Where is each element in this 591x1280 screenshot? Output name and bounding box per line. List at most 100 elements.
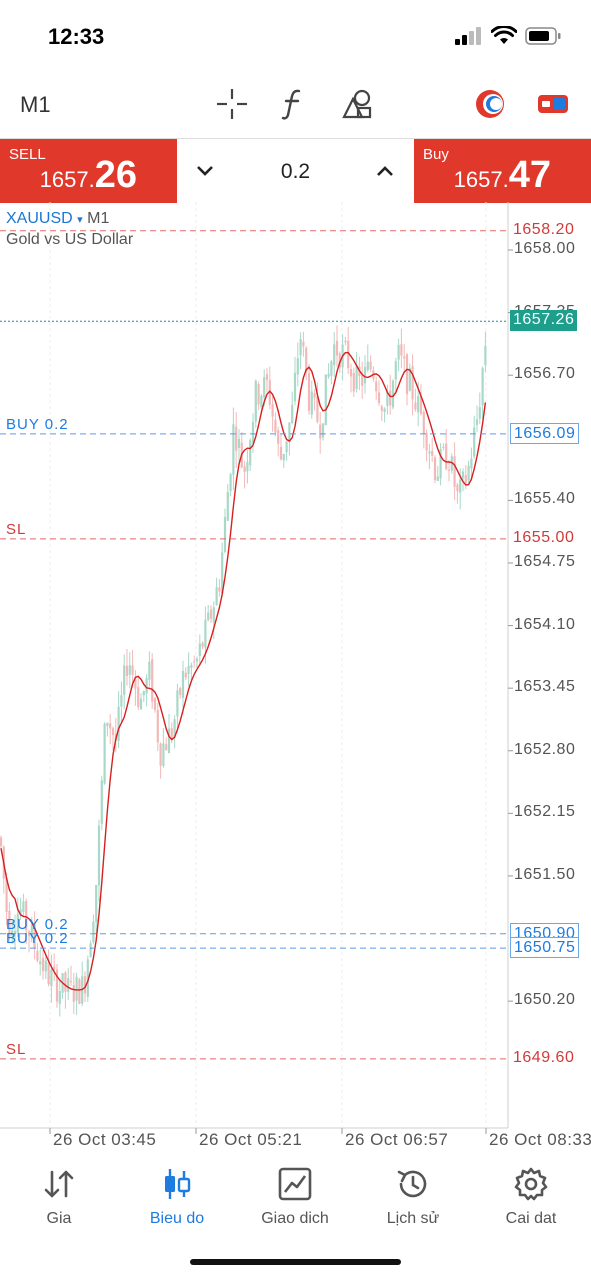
price-tick-label: 1654.10: [514, 615, 576, 633]
candle-bear: [274, 419, 277, 433]
nav-item-chart[interactable]: Bieu do: [118, 1162, 236, 1242]
candle-bull: [282, 453, 285, 461]
candle-bear: [156, 710, 159, 743]
candle-bear: [338, 353, 341, 368]
settings-icon: [514, 1167, 548, 1201]
candle-bull: [299, 339, 302, 356]
symbol-header[interactable]: XAUUSD ▾ M1: [6, 210, 110, 227]
candle-bull: [128, 665, 131, 675]
nav-item-history[interactable]: Lịch sử: [354, 1162, 472, 1242]
candle-bear: [265, 374, 269, 380]
candle-bear: [313, 393, 316, 398]
candle-bull: [120, 695, 123, 707]
buy-button[interactable]: Buy 1657.47: [414, 139, 591, 203]
candle-bull: [417, 395, 420, 413]
candle-bull: [394, 361, 397, 380]
candle-bull: [246, 461, 249, 472]
candle-bull: [442, 447, 445, 449]
candle-bull: [44, 960, 47, 972]
stop-loss-price-tag: 1649.60: [510, 1047, 578, 1069]
price-tick-label: 1655.40: [514, 490, 576, 508]
nav-item-settings[interactable]: Cai dat: [472, 1162, 590, 1242]
nav-item-trade[interactable]: Giao dich: [236, 1162, 354, 1242]
candle-bull: [11, 930, 14, 936]
candle-bull: [366, 361, 369, 371]
candle-bear: [170, 728, 173, 740]
candle-bull: [251, 421, 255, 444]
objects-icon[interactable]: [340, 86, 376, 122]
candle-bear: [453, 456, 456, 487]
status-bar: 12:33: [0, 0, 591, 72]
nav-label-history: Lịch sử: [386, 1210, 440, 1227]
candle-bull: [181, 670, 185, 698]
candle-bear: [78, 979, 81, 1004]
sell-button[interactable]: SELL 1657.26: [0, 139, 177, 203]
candle-bull: [260, 395, 263, 408]
candle-bull: [475, 419, 479, 425]
indicators-icon[interactable]: [276, 86, 312, 122]
candle-bull: [145, 678, 148, 694]
candle-bull: [428, 451, 431, 454]
candle-bull: [383, 408, 386, 413]
home-indicator: [190, 1259, 401, 1265]
candle-bear: [419, 395, 423, 414]
candle-bull: [103, 723, 106, 784]
wifi-icon: [491, 26, 517, 44]
candle-bear: [218, 587, 221, 592]
crosshair-icon[interactable]: [214, 86, 250, 122]
candle-bull: [67, 978, 70, 992]
candle-bull: [321, 423, 325, 438]
candle-bull: [176, 690, 179, 717]
price-tick-label: 1652.15: [514, 803, 576, 821]
candle-bull: [204, 619, 207, 648]
candle-bull: [86, 959, 89, 997]
candle-bull: [293, 372, 297, 402]
candle-bear: [36, 950, 39, 961]
candle-bear: [403, 356, 406, 359]
candle-bear: [305, 347, 308, 373]
volume-value[interactable]: 0.2: [280, 160, 311, 183]
candle-bull: [355, 365, 358, 389]
candle-bull: [333, 344, 336, 366]
buy-order-price-tag: 1656.09: [510, 422, 580, 444]
candle-bear: [464, 475, 467, 484]
candle-bull: [484, 345, 487, 365]
candle-bull: [296, 358, 299, 375]
buy-order-price-tag: 1650.75: [510, 937, 580, 959]
candle-bull: [436, 476, 439, 481]
candle-bull: [461, 471, 465, 479]
volume-decrease-button[interactable]: [191, 157, 219, 185]
candle-bear: [83, 976, 87, 994]
candle-bear: [361, 375, 364, 386]
candle-bear: [377, 392, 381, 403]
one-click-trading-icon[interactable]: [472, 86, 508, 122]
candle-bull: [89, 943, 92, 958]
candle-bull: [187, 666, 190, 675]
candle-bear: [69, 981, 73, 983]
candle-bull: [58, 991, 61, 1004]
status-icons: [455, 26, 561, 46]
candle-bear: [25, 901, 28, 931]
buy-order-label: BUY 0.2: [6, 930, 69, 948]
volume-increase-button[interactable]: [371, 157, 399, 185]
trade-icon: [278, 1167, 312, 1201]
nav-item-quotes[interactable]: Gia: [0, 1162, 118, 1242]
chart-canvas[interactable]: [0, 202, 591, 1152]
candle-bull: [459, 479, 462, 493]
candle-bull: [363, 366, 367, 384]
timeframe-selector[interactable]: M1: [20, 92, 51, 117]
candle-bear: [137, 687, 140, 708]
candle-bear: [27, 931, 31, 937]
candle-bull: [237, 438, 241, 449]
trade-toggle-icon[interactable]: [535, 86, 571, 122]
volume-control: 0.2: [177, 139, 414, 203]
stop-loss-price-tag: 1658.20: [510, 219, 578, 241]
candle-bull: [22, 901, 25, 912]
candle-bear: [8, 910, 11, 937]
battery-icon: [525, 27, 561, 45]
candle-bear: [268, 380, 271, 405]
price-chart[interactable]: XAUUSD ▾ M1 Gold vs US Dollar 26 Oct 03:…: [0, 202, 591, 1152]
candle-bear: [349, 368, 353, 377]
price-tick-label: 1650.20: [514, 991, 576, 1009]
candle-bear: [159, 743, 162, 766]
